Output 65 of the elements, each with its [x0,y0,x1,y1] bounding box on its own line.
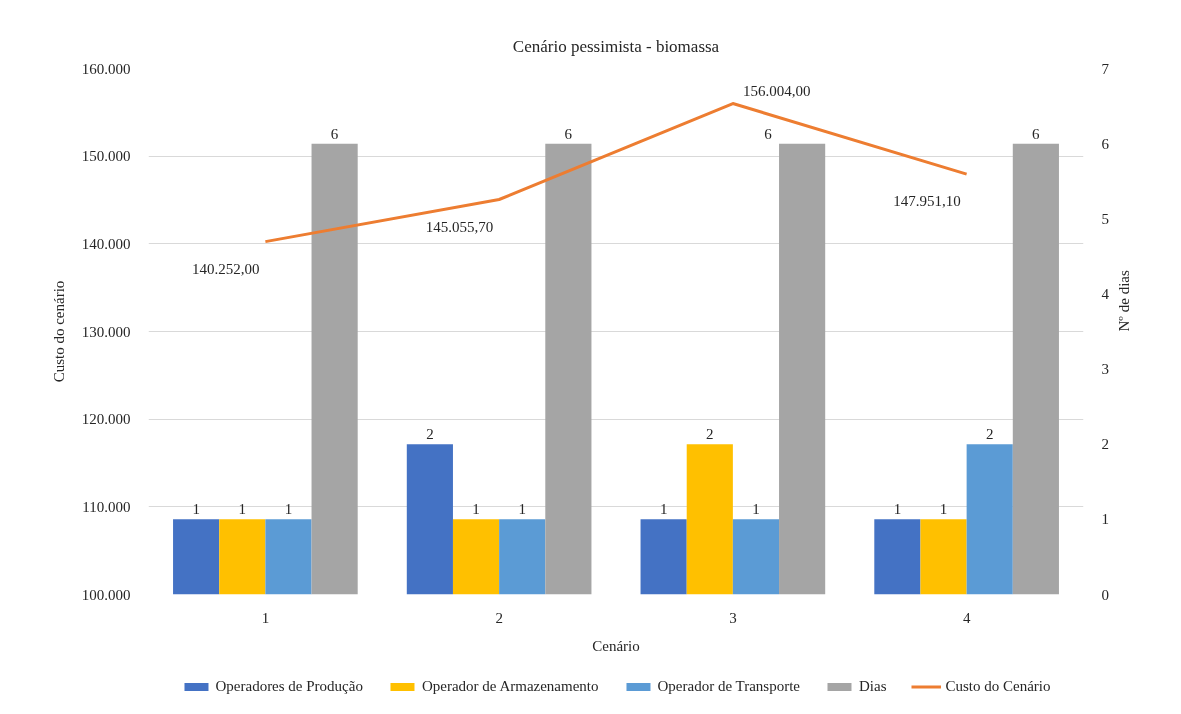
bar [219,519,266,595]
legend-label: Operador de Armazenamento [421,677,599,695]
y2-tick-label: 7 [1101,60,1110,77]
data-label: 1 [752,501,760,518]
bar [265,519,312,595]
y2-tick-label: 2 [1101,436,1109,453]
bar [874,519,921,595]
data-label: 1 [238,501,247,518]
x-tick-label: 4 [962,609,971,626]
legend-label: Operadores de Produção [215,677,363,695]
y2-tick-label: 0 [1101,586,1109,603]
bar [545,143,592,595]
bar [920,519,967,595]
line-series [263,102,969,244]
legend-label: Operador de Transporte [657,677,801,695]
legend-label: Custo do Cenário [945,677,1051,695]
bar [1012,143,1059,595]
bar [311,143,358,595]
x-tick-label: 3 [729,609,737,626]
data-label: 140.252,00 [191,260,260,277]
data-label: 145.055,70 [425,218,494,235]
bar [640,519,687,595]
data-label: 1 [472,501,480,518]
data-label: 1 [192,501,200,518]
data-label: 2 [426,426,434,443]
data-label: 6 [564,125,573,142]
bar [779,143,826,595]
y2-tick-label: 5 [1101,210,1109,227]
data-label: 1 [518,501,526,518]
y2-tick-label: 6 [1101,135,1110,152]
bar [499,519,546,595]
bar [732,519,780,595]
bar [966,444,1013,595]
chart-title: Cenário pessimista - biomassa [512,36,720,56]
data-label: 1 [893,501,902,518]
y-tick-label: 120.000 [81,411,131,428]
y-axis-title: Custo do cenário [50,280,67,383]
data-label: 6 [330,125,339,142]
bar [452,519,500,595]
data-label: 2 [706,426,714,443]
data-label: 6 [764,125,773,142]
y-tick-label: 100.000 [81,586,131,603]
bar [173,519,220,595]
y-tick-label: 110.000 [82,498,131,515]
legend-label: Dias [859,677,887,695]
bar [406,444,453,595]
y-tick-label: 140.000 [81,235,131,252]
data-label: 1 [939,501,948,518]
data-label: 1 [659,501,668,518]
y-tick-label: 150.000 [81,148,131,165]
data-label: 156.004,00 [742,82,811,99]
y2-axis-title: Nº de dias [1116,270,1132,332]
data-label: 6 [1032,125,1041,142]
bar [686,444,733,595]
data-label: 2 [985,426,994,443]
y-tick-label: 130.000 [81,323,131,340]
x-axis-title: Cenário [592,637,640,654]
y-tick-label: 160.000 [81,60,131,77]
data-label: 147.951,10 [893,193,961,210]
x-tick-label: 2 [495,609,503,626]
y2-tick-label: 1 [1101,511,1109,528]
y2-tick-label: 3 [1101,361,1109,378]
y2-tick-label: 4 [1101,285,1110,302]
data-label: 1 [284,501,293,518]
x-tick-label: 1 [261,609,270,626]
